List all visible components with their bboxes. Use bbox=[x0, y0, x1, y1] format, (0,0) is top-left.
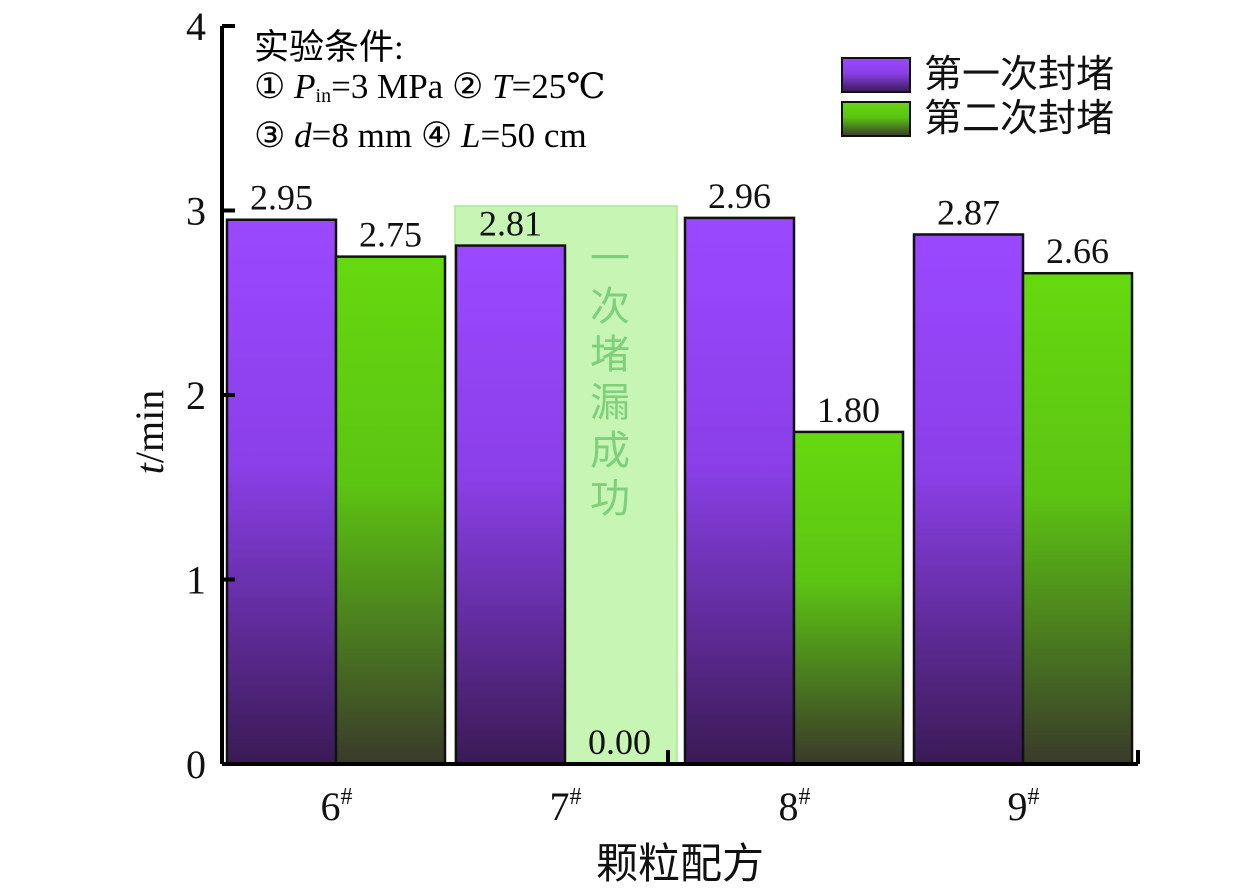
data-label: 2.95 bbox=[250, 178, 313, 218]
experiment-conditions: 实验条件: ① Pin=3 MPa ② T=25℃ ③ d=8 mm ④ L=5… bbox=[254, 28, 684, 155]
conditions-title: 实验条件: bbox=[254, 28, 404, 67]
y-tick-label: 2 bbox=[186, 373, 206, 418]
marker-4: ④ bbox=[420, 116, 453, 155]
marker-2: ② bbox=[451, 67, 484, 106]
y-axis-title: t/min bbox=[127, 390, 172, 474]
data-label: 2.87 bbox=[937, 192, 1000, 232]
legend-label: 第二次封堵 bbox=[924, 98, 1114, 140]
bar-first-seal bbox=[225, 218, 338, 766]
x-tick-label: 9# bbox=[1008, 784, 1040, 829]
marker-1: ① bbox=[254, 67, 286, 106]
data-label: 2.75 bbox=[359, 215, 422, 255]
bar-first-seal bbox=[454, 244, 567, 766]
highlight-text-char: 堵 bbox=[590, 332, 630, 377]
conditions-line-1: ① Pin=3 MPa ② T=25℃ bbox=[254, 67, 684, 116]
bar-first-seal bbox=[683, 216, 796, 766]
highlight-text-char: 次 bbox=[590, 284, 630, 329]
var-p-subscript: in bbox=[315, 85, 332, 107]
bar-first-seal bbox=[912, 233, 1025, 766]
var-p: P bbox=[294, 67, 316, 106]
legend-swatch bbox=[841, 101, 911, 137]
var-t: T bbox=[492, 67, 512, 106]
data-label: 2.96 bbox=[708, 176, 771, 216]
data-label: 1.80 bbox=[817, 390, 880, 430]
legend-label: 第一次封堵 bbox=[924, 54, 1114, 96]
bar-second-seal bbox=[792, 430, 905, 766]
temperature-value: =25℃ bbox=[511, 67, 606, 106]
y-tick-label: 4 bbox=[186, 4, 206, 49]
y-tick-label: 3 bbox=[186, 189, 206, 234]
data-label: 2.81 bbox=[479, 204, 542, 244]
length-value: =50 cm bbox=[480, 116, 587, 155]
y-tick-label: 0 bbox=[186, 742, 206, 787]
highlight-text-char: 一 bbox=[590, 236, 630, 281]
pressure-value: =3 MPa bbox=[331, 67, 444, 106]
x-tick-label: 6# bbox=[321, 784, 353, 829]
bar-second-seal bbox=[334, 255, 447, 766]
y-tick-label: 1 bbox=[186, 558, 206, 603]
diameter-value: =8 mm bbox=[311, 116, 413, 155]
data-label: 0.00 bbox=[588, 722, 651, 762]
highlight-text-char: 漏 bbox=[590, 380, 630, 425]
bar-second-seal bbox=[1021, 271, 1134, 766]
highlight-text-char: 功 bbox=[590, 476, 630, 521]
x-tick-label: 7# bbox=[550, 784, 582, 829]
conditions-line-2: ③ d=8 mm ④ L=50 cm bbox=[254, 116, 684, 155]
data-label: 2.66 bbox=[1046, 231, 1109, 271]
legend-swatch bbox=[841, 57, 911, 93]
x-axis-title: 颗粒配方 bbox=[596, 842, 764, 888]
var-d: d bbox=[294, 116, 312, 155]
x-tick-label: 8# bbox=[779, 784, 811, 829]
marker-3: ③ bbox=[254, 116, 286, 155]
var-l: L bbox=[460, 116, 481, 155]
highlight-text-char: 成 bbox=[590, 428, 630, 473]
